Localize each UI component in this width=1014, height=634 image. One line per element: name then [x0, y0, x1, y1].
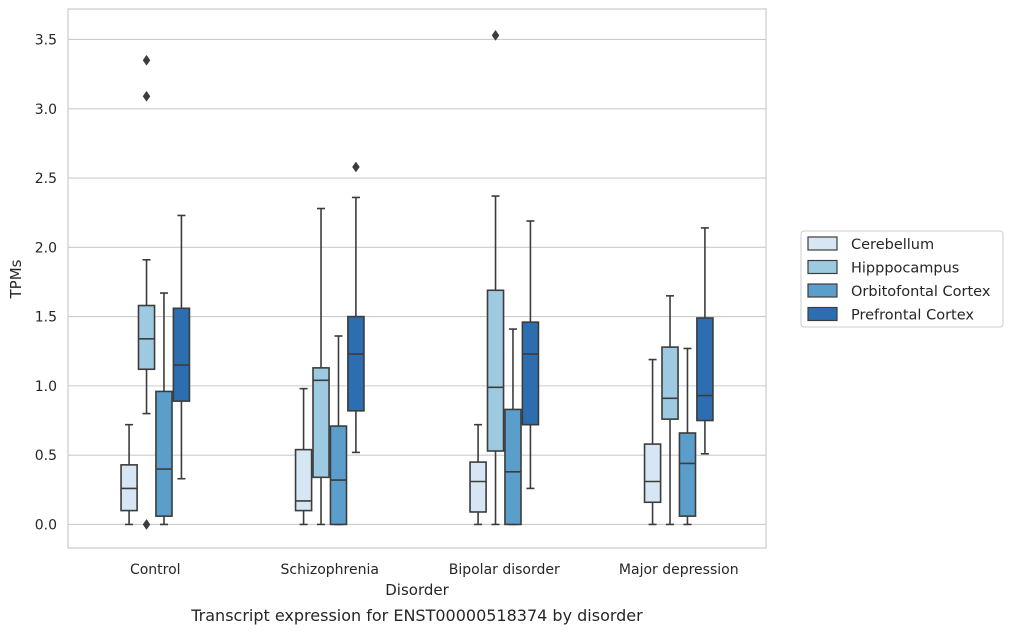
box-body — [172, 307, 191, 402]
legend-label: Orbitofontal Cortex — [851, 284, 991, 300]
box-orbitofontal-cortex — [678, 347, 697, 526]
boxes-layer — [120, 29, 714, 530]
box-orbitofontal-cortex — [155, 292, 173, 526]
legend-label: Cerebellum — [851, 237, 934, 253]
legend-swatch — [807, 236, 838, 251]
outlier-point — [142, 90, 151, 102]
plot-frame — [67, 8, 767, 549]
legend-label: Prefrontal Cortex — [851, 308, 974, 324]
box-body — [347, 315, 365, 412]
outlier-point — [352, 161, 360, 173]
box-cerebellum — [120, 423, 138, 526]
legend-label: Hipppocampus — [851, 261, 959, 277]
x-tick-label: Bipolar disorder — [449, 562, 560, 578]
box-prefrontal-cortex — [347, 161, 365, 454]
box-hipppocampus — [137, 54, 156, 530]
y-axis-label: TPMs — [7, 259, 25, 299]
x-tick-labels: Control Schizophrenia Bipolar disorder Majo… — [130, 562, 739, 578]
legend: Cerebellum Hipppocampus Orbitofontal Corte… — [800, 230, 1004, 328]
y-tick-label: 1.0 — [35, 379, 57, 395]
x-tick-label: Major depression — [619, 562, 739, 578]
legend-swatch — [807, 259, 838, 275]
box-orbitofontal-cortex — [329, 335, 348, 526]
y-tick-label: 3.5 — [35, 32, 57, 48]
box-body — [696, 317, 714, 422]
y-tick-label: 2.0 — [35, 240, 57, 256]
box-prefrontal-cortex — [696, 227, 714, 455]
box-cerebellum — [469, 423, 487, 526]
y-tick-label: 2.5 — [35, 171, 57, 187]
box-hipppocampus — [486, 29, 505, 526]
legend-swatch — [807, 306, 838, 322]
box-body — [486, 289, 505, 452]
box-body — [312, 367, 330, 479]
outlier-point — [491, 29, 500, 41]
box-prefrontal-cortex — [521, 220, 540, 490]
box-orbitofontal-cortex — [504, 328, 522, 526]
box-body — [504, 408, 522, 526]
outlier-point — [142, 519, 151, 530]
box-hipppocampus — [661, 295, 679, 526]
box-body — [294, 448, 313, 512]
box-prefrontal-cortex — [172, 214, 191, 480]
box-cerebellum — [294, 387, 313, 526]
figure-caption: Transcript expression for ENST0000051837… — [191, 606, 643, 625]
box-body — [661, 346, 679, 420]
x-tick-label: Schizophrenia — [281, 562, 379, 578]
box-body — [329, 425, 348, 526]
y-tick-label: 1.5 — [35, 310, 57, 326]
box-body — [678, 432, 697, 517]
y-tick-label: 0.5 — [35, 448, 57, 464]
outlier-point — [142, 54, 151, 66]
box-body — [521, 321, 540, 426]
box-body — [137, 304, 156, 371]
legend-frame — [800, 230, 1004, 328]
box-body — [155, 390, 173, 517]
box-body — [643, 443, 662, 504]
y-tick-labels: 0.0 0.5 1.0 1.5 2.0 2.5 3.0 3.5 — [35, 32, 57, 533]
box-cerebellum — [643, 358, 662, 526]
box-hipppocampus — [312, 207, 330, 526]
x-tick-label: Control — [130, 562, 181, 578]
legend-swatch — [807, 283, 838, 298]
y-tick-label: 3.0 — [35, 102, 57, 118]
x-axis-label: Disorder — [385, 581, 449, 599]
box-body — [469, 461, 487, 513]
y-tick-label: 0.0 — [35, 517, 57, 533]
